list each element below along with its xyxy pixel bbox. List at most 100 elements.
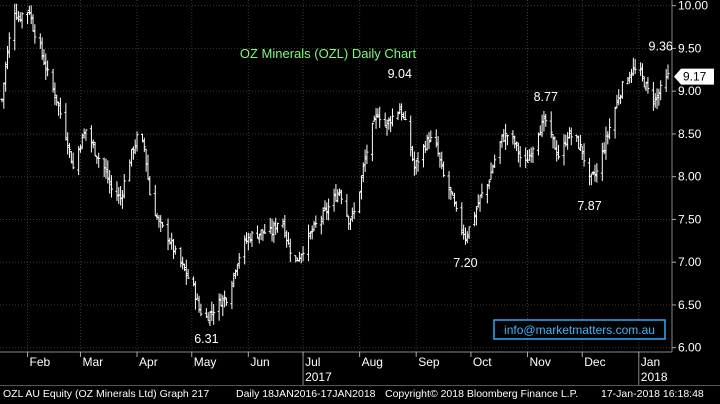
ohlc-bar bbox=[168, 237, 172, 245]
ohlc-bar bbox=[651, 81, 655, 111]
ohlc-bar bbox=[68, 143, 72, 158]
ohlc-bar bbox=[370, 122, 374, 162]
ohlc-bar bbox=[261, 229, 265, 241]
ohlc-bar bbox=[29, 5, 33, 25]
price-annotation: 7.87 bbox=[577, 199, 601, 213]
ohlc-bar bbox=[390, 108, 394, 127]
y-axis: 10.00 9.50 9.00 8.50 8.00 7.50 7.00 6.50 6.00 bbox=[671, 0, 708, 355]
ohlc-bar bbox=[237, 252, 241, 269]
ohlc-bar bbox=[16, 10, 20, 23]
ohlc-bar bbox=[173, 245, 177, 255]
ohlc-bar bbox=[77, 146, 81, 176]
y-tick-label: 8.00 bbox=[678, 170, 702, 184]
ohlc-bar bbox=[504, 123, 508, 150]
ohlc-bar bbox=[544, 113, 548, 127]
ohlc-bar bbox=[567, 127, 571, 139]
ohlc-bar bbox=[272, 221, 276, 243]
ohlc-bar bbox=[613, 106, 617, 139]
price-annotation: 8.77 bbox=[534, 90, 558, 104]
ohlc-bar bbox=[234, 269, 238, 279]
ohlc-bar bbox=[78, 144, 82, 153]
ohlc-bar bbox=[631, 57, 635, 76]
ohlc-bar bbox=[221, 295, 225, 317]
ohlc-bar bbox=[140, 133, 144, 143]
ohlc-bar bbox=[4, 61, 8, 92]
ohlc-bar bbox=[161, 221, 165, 228]
ohlc-bar bbox=[557, 144, 561, 160]
ohlc-bar bbox=[135, 131, 139, 152]
ohlc-bar bbox=[27, 5, 31, 16]
ohlc-bar bbox=[630, 68, 634, 83]
ohlc-bar bbox=[465, 231, 469, 244]
ohlc-bar bbox=[518, 146, 522, 168]
ohlc-bar bbox=[602, 142, 606, 155]
ohlc-bar bbox=[255, 225, 259, 239]
chart-grid bbox=[0, 0, 672, 352]
ohlc-bar bbox=[199, 303, 203, 317]
ohlc-bar bbox=[314, 215, 318, 228]
ohlc-bar bbox=[347, 215, 351, 230]
ohlc-bar bbox=[26, 11, 30, 24]
ohlc-bar bbox=[376, 108, 380, 119]
watermark-text: info@marketmatters.com.au bbox=[504, 323, 655, 337]
ohlc-bar bbox=[595, 163, 599, 183]
ohlc-bar bbox=[91, 139, 95, 149]
ohlc-bar bbox=[578, 134, 582, 152]
ohlc-bar bbox=[210, 301, 214, 322]
ohlc-bar bbox=[485, 183, 489, 204]
chart-title: OZ Minerals (OZL) Daily Chart bbox=[240, 46, 417, 61]
ohlc-bar bbox=[243, 235, 247, 265]
ohlc-bar bbox=[327, 198, 331, 221]
ohlc-bar bbox=[524, 147, 528, 169]
ohlc-bar bbox=[301, 246, 305, 262]
ohlc-bar bbox=[115, 181, 119, 201]
ohlc-bar bbox=[580, 145, 584, 161]
ohlc-bar bbox=[69, 150, 73, 164]
ohlc-bar bbox=[46, 60, 50, 77]
ohlc-bar bbox=[659, 80, 663, 101]
ohlc-bar bbox=[487, 179, 491, 190]
ohlc-bar bbox=[411, 145, 415, 162]
price-annotation: 9.04 bbox=[388, 67, 412, 81]
ohlc-bar bbox=[276, 222, 280, 233]
ohlc-bar bbox=[263, 223, 267, 234]
ohlc-bar bbox=[427, 132, 431, 150]
ohlc-bar bbox=[582, 143, 586, 167]
ohlc-bar bbox=[513, 135, 517, 149]
footer-ticker: OZL AU Equity (OZ Minerals Ltd) Graph 21… bbox=[3, 388, 210, 400]
ohlc-bar bbox=[352, 202, 356, 219]
ohlc-bar bbox=[396, 111, 400, 121]
ohlc-bar bbox=[323, 200, 327, 212]
x-tick-label: Jan bbox=[641, 355, 660, 369]
ohlc-bar bbox=[414, 159, 418, 175]
ohlc-bar bbox=[538, 125, 542, 136]
ohlc-bar bbox=[453, 192, 457, 207]
ohlc-bar bbox=[429, 130, 433, 143]
ohlc-bar bbox=[181, 256, 185, 270]
ohlc-bar bbox=[500, 134, 504, 148]
ohlc-bar bbox=[454, 201, 458, 212]
y-tick-label: 6.00 bbox=[678, 341, 702, 355]
ohlc-bar bbox=[223, 290, 227, 308]
y-tick-label: 9.50 bbox=[678, 41, 702, 55]
ohlc-bar bbox=[505, 134, 509, 146]
ohlc-bar bbox=[334, 184, 338, 202]
ohlc-bar bbox=[338, 188, 342, 197]
last-price-tag: 9.17 bbox=[674, 68, 714, 85]
ohlc-bar bbox=[606, 131, 610, 145]
ohlc-bar bbox=[206, 312, 210, 322]
ohlc-bar bbox=[540, 114, 544, 137]
ohlc-bar bbox=[192, 276, 196, 287]
ohlc-bar bbox=[44, 53, 48, 80]
ohlc-bar bbox=[536, 132, 540, 156]
ohlc-bar bbox=[336, 189, 340, 203]
ohlc-bar bbox=[38, 33, 42, 49]
ohlc-bar bbox=[425, 134, 429, 151]
ohlc-bar bbox=[449, 186, 453, 200]
ohlc-bar bbox=[42, 49, 46, 66]
ohlc-bar bbox=[235, 264, 239, 276]
ohlc-bar bbox=[71, 152, 75, 170]
ohlc-bar bbox=[511, 130, 515, 145]
chart-footer: OZL AU Equity (OZ Minerals Ltd) Graph 21… bbox=[0, 385, 720, 404]
ohlc-bar bbox=[589, 173, 593, 186]
